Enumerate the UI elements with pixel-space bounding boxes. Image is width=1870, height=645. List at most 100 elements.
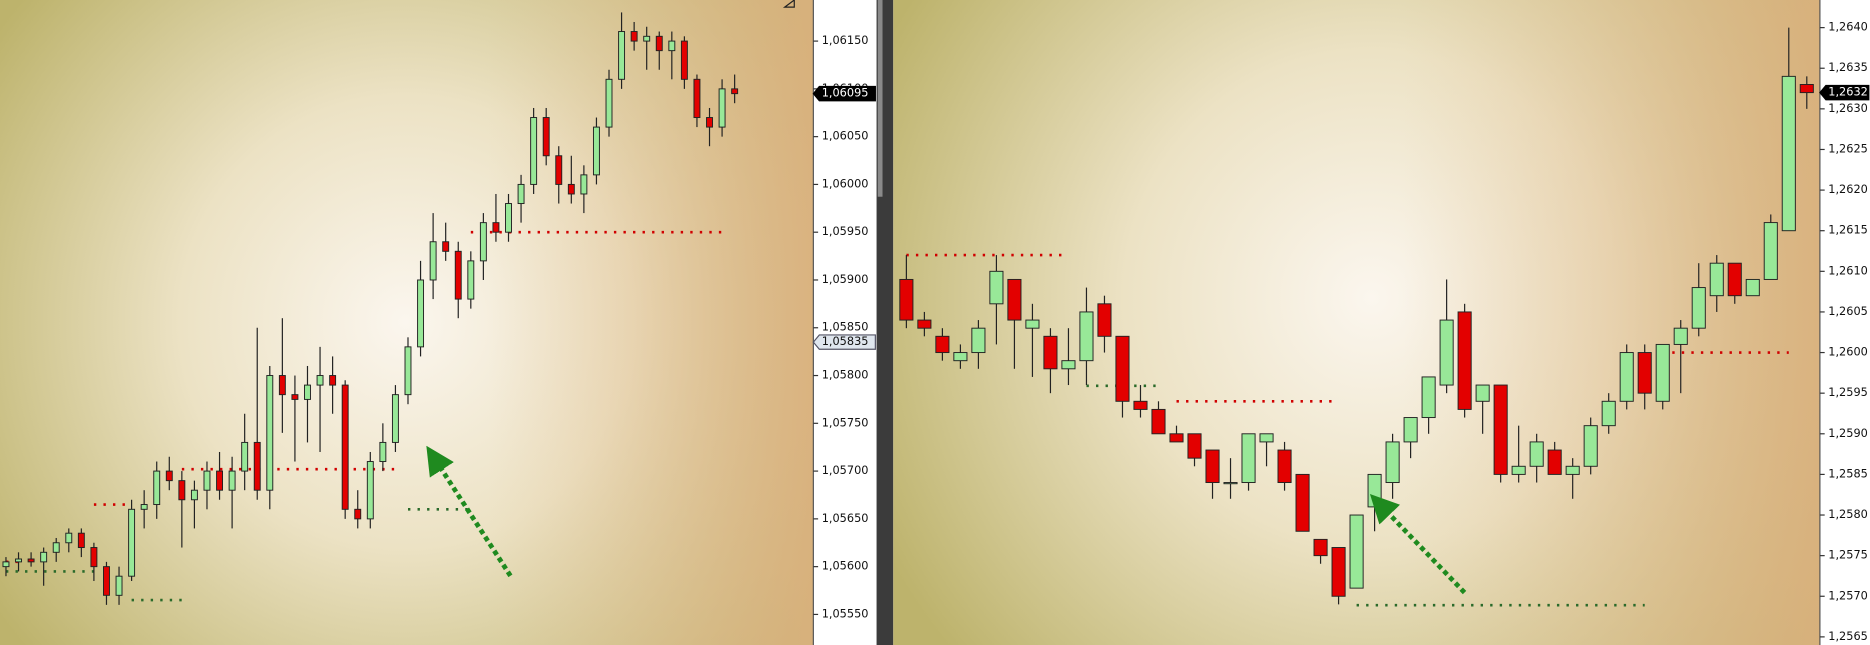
candle-body <box>1223 482 1238 485</box>
candle-body <box>429 241 437 281</box>
candle-body <box>1313 538 1328 557</box>
candle-body <box>1511 465 1526 475</box>
y-tick-label: 1,05550 <box>822 606 869 620</box>
candle-body <box>1565 465 1580 475</box>
y-tick-label: 1,05850 <box>822 320 869 334</box>
candle-body <box>1043 335 1058 370</box>
candle-body <box>567 183 575 195</box>
candle-body <box>953 352 968 362</box>
candle-body <box>580 174 588 195</box>
candle-body <box>178 480 186 501</box>
candle-body <box>1115 335 1130 402</box>
candle-body <box>1529 441 1544 467</box>
candle-body <box>1367 473 1382 508</box>
candle-body <box>592 126 600 176</box>
y-tick-label: 1,05750 <box>822 415 869 429</box>
candle-body <box>1745 278 1760 297</box>
candle-body <box>1619 352 1634 402</box>
candle-body <box>1349 514 1364 589</box>
candle-body <box>668 40 676 52</box>
y-tick-label: 1,05600 <box>822 559 869 573</box>
candle-body <box>1205 449 1220 484</box>
candle-body <box>917 319 932 329</box>
candle-body <box>203 470 211 491</box>
candle-body <box>1727 262 1742 297</box>
candle-body <box>165 470 173 482</box>
plots: 1,05550 1,05600 1,05650 1,05700 1,05750 1,058… <box>2 12 1870 643</box>
candle-body <box>190 489 198 501</box>
candle-body <box>1007 278 1022 321</box>
y-tick-label: 1,05700 <box>822 463 869 477</box>
candle-body <box>1133 400 1148 410</box>
candle-body <box>630 31 638 42</box>
candle-body <box>1097 303 1112 337</box>
y-tick-label: 1,2625 <box>1828 141 1868 155</box>
candle-body <box>103 566 110 596</box>
candle-body <box>1295 473 1310 532</box>
candle-body <box>341 384 349 510</box>
candle-body <box>329 375 337 386</box>
candle-body <box>1673 327 1688 345</box>
y-tick-label: 1,05650 <box>822 511 869 525</box>
candle-body <box>1169 433 1184 443</box>
candle-body <box>278 375 286 396</box>
candle-body <box>1475 384 1490 402</box>
candle-body <box>731 88 739 95</box>
y-tick-label: 1,2565 <box>1828 629 1868 643</box>
candle-body <box>680 40 688 80</box>
candle-body <box>479 222 487 262</box>
candle-body <box>40 551 48 563</box>
candle-body <box>241 441 249 472</box>
candle-body <box>935 335 950 354</box>
candle-body <box>467 260 475 300</box>
candle-body <box>417 279 425 348</box>
candle-body <box>971 327 986 354</box>
candle-body <box>442 241 450 252</box>
candle-body <box>52 542 60 553</box>
y-tick-label: 1,06000 <box>822 176 869 190</box>
candle-body <box>643 35 651 42</box>
candle-body <box>1655 343 1670 402</box>
y-tick-label: 1,06050 <box>822 129 869 143</box>
candle-body <box>1151 408 1166 435</box>
candle-body <box>1187 433 1202 459</box>
candle-body <box>65 532 73 544</box>
candle-body <box>1421 376 1436 419</box>
candle-body <box>266 375 274 491</box>
candle-body <box>1079 311 1094 362</box>
y-tick-label: 1,2590 <box>1828 426 1868 440</box>
candle-body <box>1547 449 1562 475</box>
candle-body <box>1403 417 1418 443</box>
candle-body <box>153 470 161 506</box>
candle-body <box>989 270 1004 305</box>
candle-body <box>90 547 98 568</box>
candle-body <box>454 250 462 300</box>
candle-body <box>216 470 224 491</box>
candle-body <box>1457 311 1472 410</box>
candle-body <box>304 384 311 400</box>
candle-body <box>140 504 148 510</box>
y-tick-label: 1,2580 <box>1828 507 1868 521</box>
y-tick-label: 1,2610 <box>1828 263 1868 277</box>
y-tick-label: 1,2635 <box>1828 60 1868 74</box>
candle-body <box>1601 400 1616 427</box>
candle-body <box>1637 352 1652 394</box>
corner-icon[interactable] <box>782 0 795 8</box>
annotation-arrow <box>1369 493 1467 595</box>
candle-body <box>618 31 626 80</box>
candle-body <box>1385 441 1400 484</box>
candle-body <box>128 508 136 577</box>
candle-body <box>605 78 613 128</box>
price-marker-label: 1,05835 <box>822 334 869 348</box>
right-price-axis <box>1819 0 1870 645</box>
y-tick-label: 1,05950 <box>822 224 869 238</box>
y-tick-label: 1,2615 <box>1828 223 1868 237</box>
candle-body <box>1277 449 1292 484</box>
candle-body <box>1241 433 1256 484</box>
y-tick-label: 1,2620 <box>1828 182 1868 196</box>
candle-body <box>1691 287 1706 329</box>
y-tick-label: 1,2595 <box>1828 385 1868 399</box>
scrollbar[interactable] <box>877 0 883 197</box>
